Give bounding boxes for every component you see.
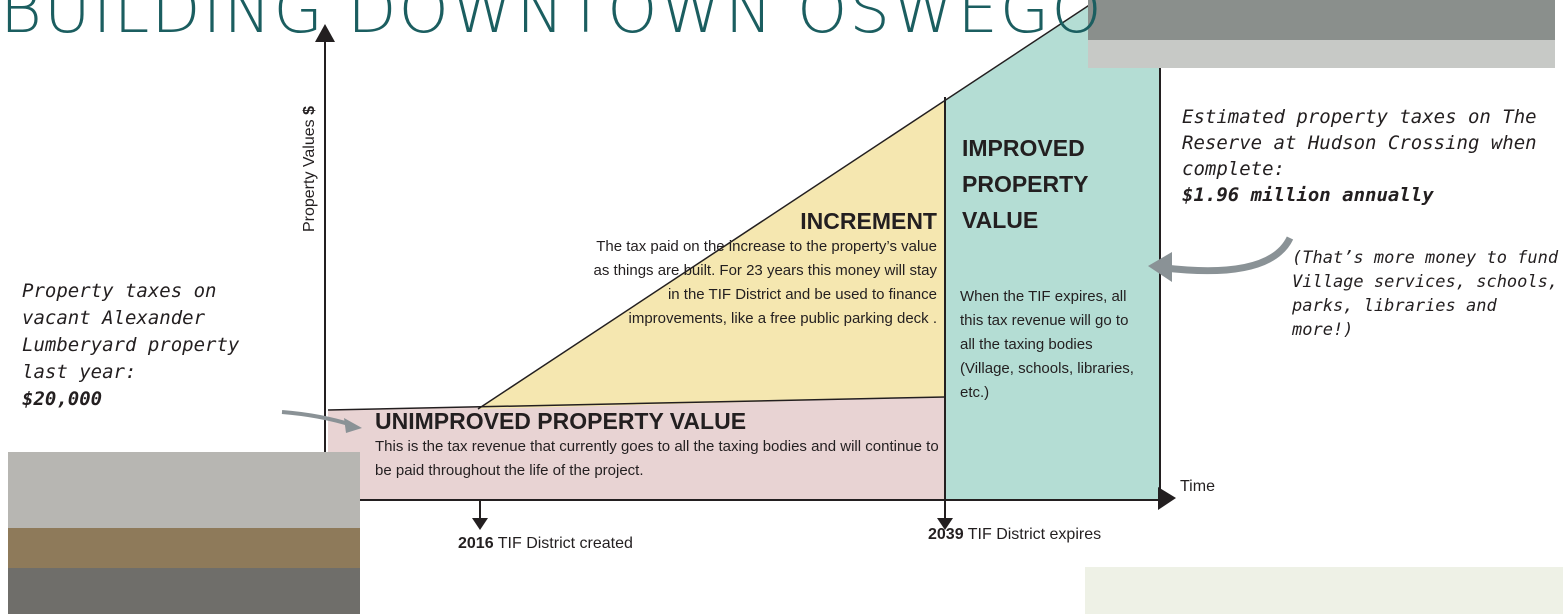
right-note-text: Estimated property taxes on The Reserve …	[1182, 106, 1537, 180]
improved-body: When the TIF expires, all this tax reven…	[960, 285, 1145, 405]
title: BUILDING DOWNTOWN OSWEGO	[0, 0, 1104, 48]
photo-lot-ground	[8, 528, 360, 568]
increment: INCREMENT The tax paid on the increase t…	[585, 208, 937, 331]
page: BUILDING DOWNTOWN OSWEGO Property Values…	[0, 0, 1563, 614]
x-arrow	[1158, 487, 1176, 510]
right-pointer	[1165, 238, 1290, 271]
right-aside: (That’s more money to fund Village servi…	[1292, 246, 1562, 342]
marker-label: TIF District expires	[968, 526, 1101, 543]
photo-lot-road	[8, 568, 360, 614]
footer-box	[1085, 567, 1563, 614]
marker-label: TIF District created	[498, 535, 633, 552]
y-symbol: $	[301, 106, 318, 115]
left-note: Property taxes on vacant Alexander Lumbe…	[22, 278, 282, 413]
left-note-amount: $20,000	[22, 388, 102, 410]
marker-year: 2039	[928, 526, 964, 543]
marker: 2016 TIF District created	[458, 535, 633, 553]
y-label: Property Values	[301, 119, 318, 232]
marker-year: 2016	[458, 535, 494, 552]
increment-body: The tax paid on the increase to the prop…	[585, 235, 937, 331]
unimproved-body: This is the tax revenue that currently g…	[375, 435, 940, 483]
increment-heading: INCREMENT	[585, 208, 937, 235]
unimproved-heading: UNIMPROVED PROPERTY VALUE	[375, 408, 940, 435]
marker: 2039 TIF District expires	[928, 526, 1101, 544]
left-note-text: Property taxes on vacant Alexander Lumbe…	[22, 280, 239, 383]
unimproved: UNIMPROVED PROPERTY VALUE This is the ta…	[375, 408, 940, 483]
y-axis-label: Property Values $	[301, 79, 319, 259]
right-note-amount: $1.96 million annually	[1182, 184, 1434, 206]
photo-street-road	[1088, 40, 1555, 68]
right-note: Estimated property taxes on The Reserve …	[1182, 104, 1542, 208]
improved-heading: IMPROVED PROPERTY VALUE	[962, 130, 1082, 238]
marker-arrow	[472, 518, 488, 530]
improved-area	[945, 0, 1160, 500]
x-axis-label: Time	[1180, 478, 1215, 496]
